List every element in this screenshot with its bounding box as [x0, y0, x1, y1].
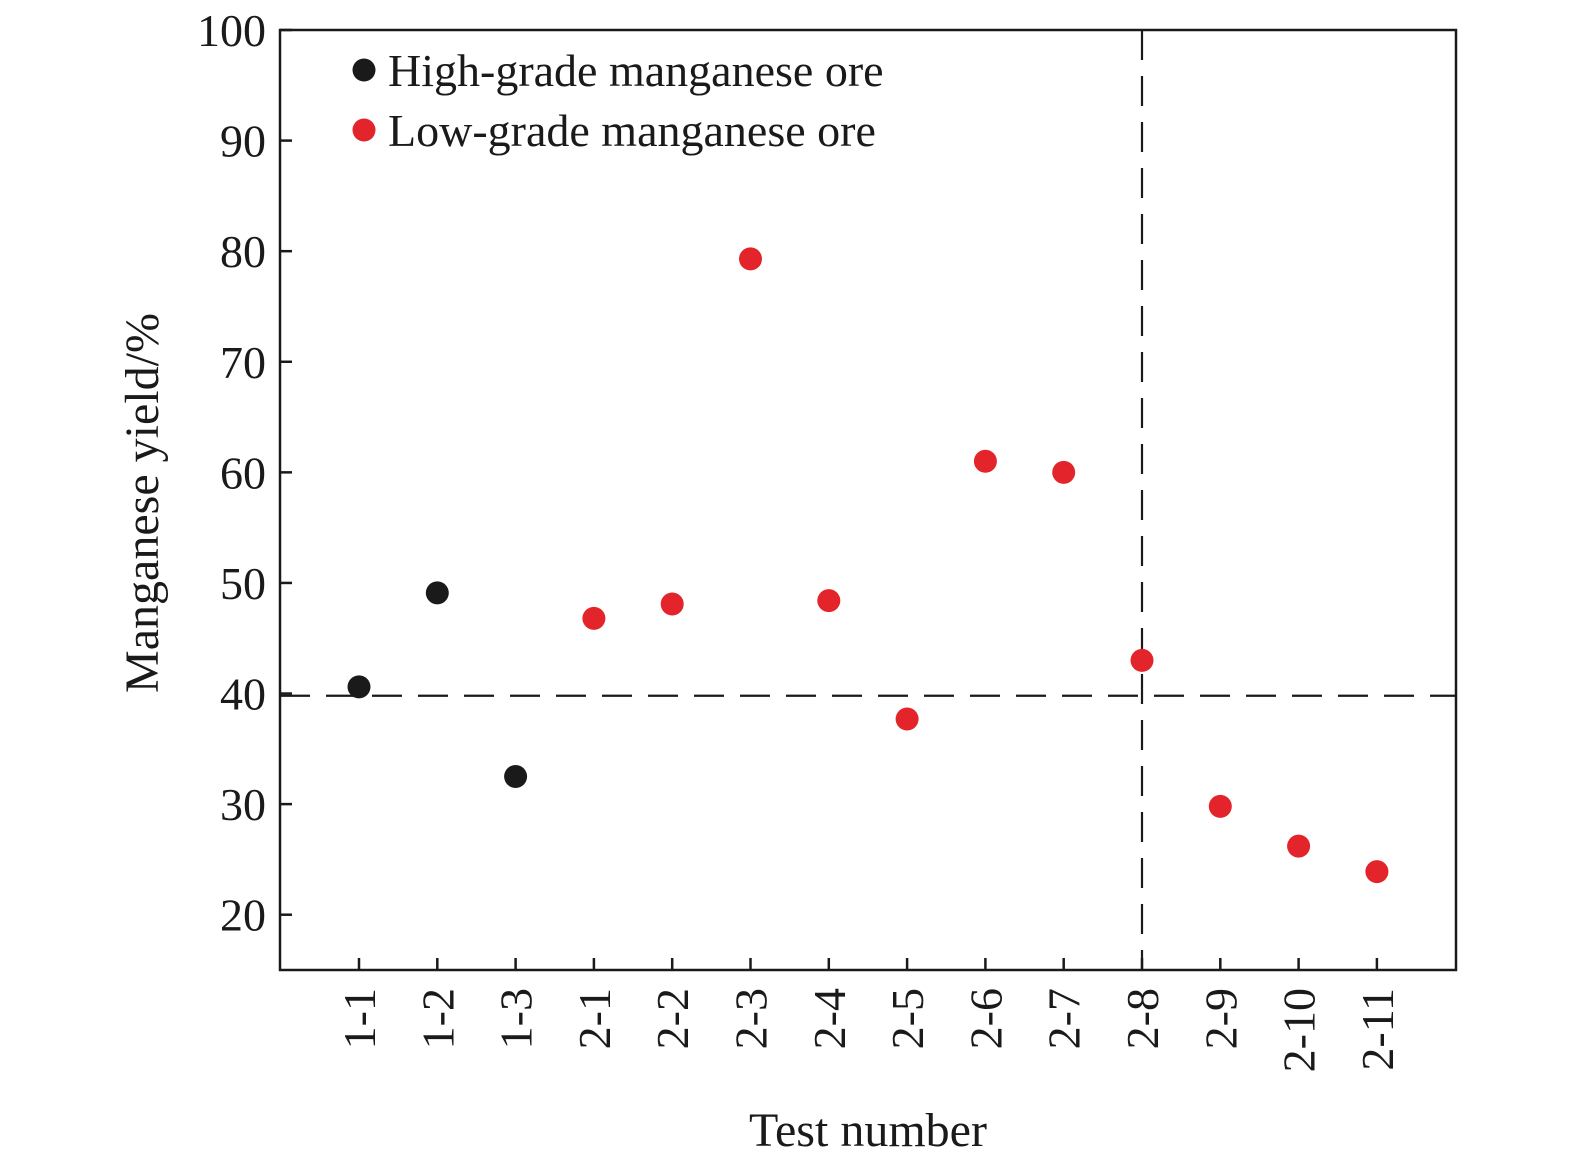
x-axis-title: Test number: [749, 1104, 987, 1157]
data-point-2-1: [582, 606, 606, 630]
x-tick-label: 2-1: [569, 988, 620, 1049]
data-point-2-9: [1208, 794, 1232, 818]
plot-border: [278, 28, 1458, 972]
x-tick-label: 2-10: [1274, 988, 1325, 1072]
y-tick-label: 50: [220, 558, 266, 609]
x-axis: 1-1 1-2 1-3 2-1 2-2 2-3 2-4 2-5 2-6 2-7 2-8 2-9 2-10…: [334, 958, 1403, 1072]
x-tick-label: 2-9: [1195, 988, 1246, 1049]
data-points: [347, 247, 1389, 884]
series-low-grade-manganese-ore: [582, 247, 1389, 884]
series-high-grade-manganese-ore: [347, 581, 528, 788]
x-tick-label: 2-11: [1352, 988, 1403, 1071]
data-point-1-3: [504, 764, 528, 788]
data-point-2-4: [817, 589, 841, 613]
x-tick-label: 2-2: [647, 988, 698, 1049]
legend-marker: [352, 58, 376, 82]
data-point-2-2: [660, 592, 684, 616]
x-tick-label: 2-3: [726, 988, 777, 1049]
data-point-2-11: [1365, 860, 1389, 884]
data-point-2-8: [1130, 648, 1154, 672]
data-point-2-6: [973, 449, 997, 473]
x-tick-label: 2-8: [1117, 988, 1168, 1049]
legend-marker: [352, 118, 376, 142]
y-axis: 20 30 40 50 60 70 80 90 100: [197, 5, 292, 941]
y-tick-label: 90: [220, 116, 266, 167]
y-tick-label: 40: [220, 669, 266, 720]
y-tick-label: 70: [220, 337, 266, 388]
y-axis-title: Manganese yield/%: [116, 313, 169, 693]
data-point-2-5: [895, 707, 919, 731]
y-tick-label: 80: [220, 226, 266, 277]
legend-label: High-grade manganese ore: [388, 45, 884, 96]
y-tick-label: 60: [220, 447, 266, 498]
legend: High-grade manganese ore Low-grade mangan…: [352, 45, 884, 156]
y-tick-label: 30: [220, 779, 266, 830]
data-point-1-1: [347, 675, 371, 699]
x-tick-label: 2-5: [882, 988, 933, 1049]
x-tick-label: 2-4: [804, 988, 855, 1049]
data-point-2-10: [1287, 834, 1311, 858]
data-point-2-3: [739, 247, 762, 271]
data-point-2-7: [1052, 460, 1076, 484]
x-tick-label: 2-7: [1039, 988, 1090, 1049]
reference-lines: [280, 30, 1456, 970]
x-tick-label: 2-6: [960, 988, 1011, 1049]
x-tick-label: 1-1: [334, 988, 385, 1049]
data-point-1-2: [425, 581, 449, 605]
x-tick-label: 1-2: [412, 988, 463, 1049]
y-tick-label: 20: [220, 890, 266, 941]
x-tick-label: 1-3: [491, 988, 542, 1049]
plot-frame: [278, 28, 1458, 972]
y-tick-label: 100: [197, 5, 266, 56]
legend-label: Low-grade manganese ore: [388, 105, 876, 156]
